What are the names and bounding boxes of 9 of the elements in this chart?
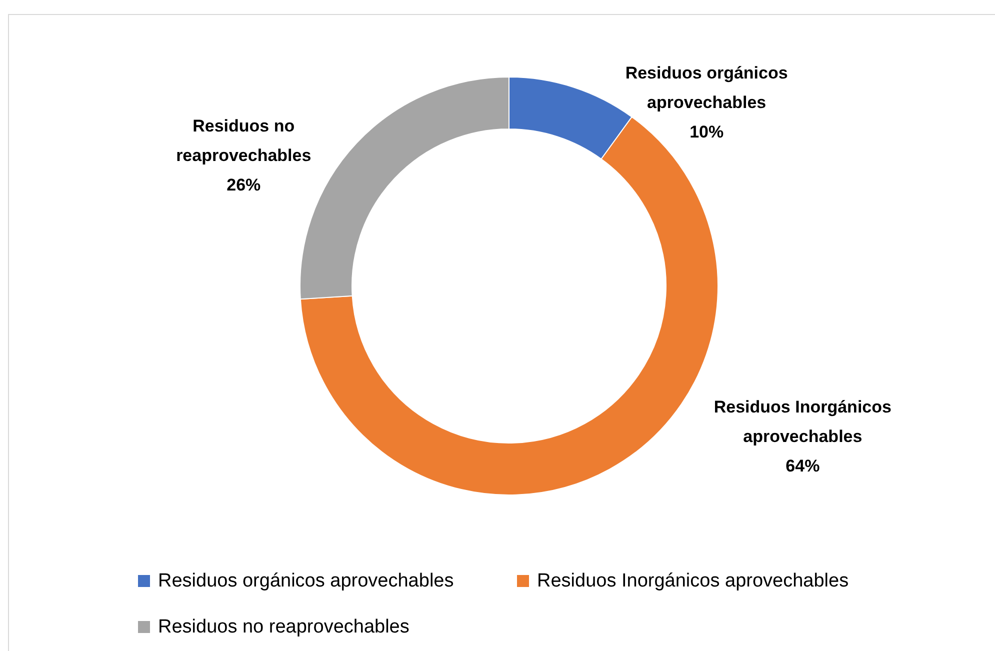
data-label: 26% (226, 174, 261, 194)
slice-label: Residuos Inorgánicos aprovechables (714, 397, 892, 446)
legend-label: Residuos orgánicos aprovechables (158, 570, 454, 592)
legend-label: Residuos no reaprovechables (158, 616, 410, 638)
slice-label: Residuos orgánicos aprovechables (625, 63, 788, 112)
slice-label: Residuos no reaprovechables (176, 116, 312, 164)
data-label: 10% (690, 122, 724, 142)
legend-label: Residuos Inorgánicos aprovechables (537, 570, 849, 592)
data-label: 64% (786, 456, 820, 476)
